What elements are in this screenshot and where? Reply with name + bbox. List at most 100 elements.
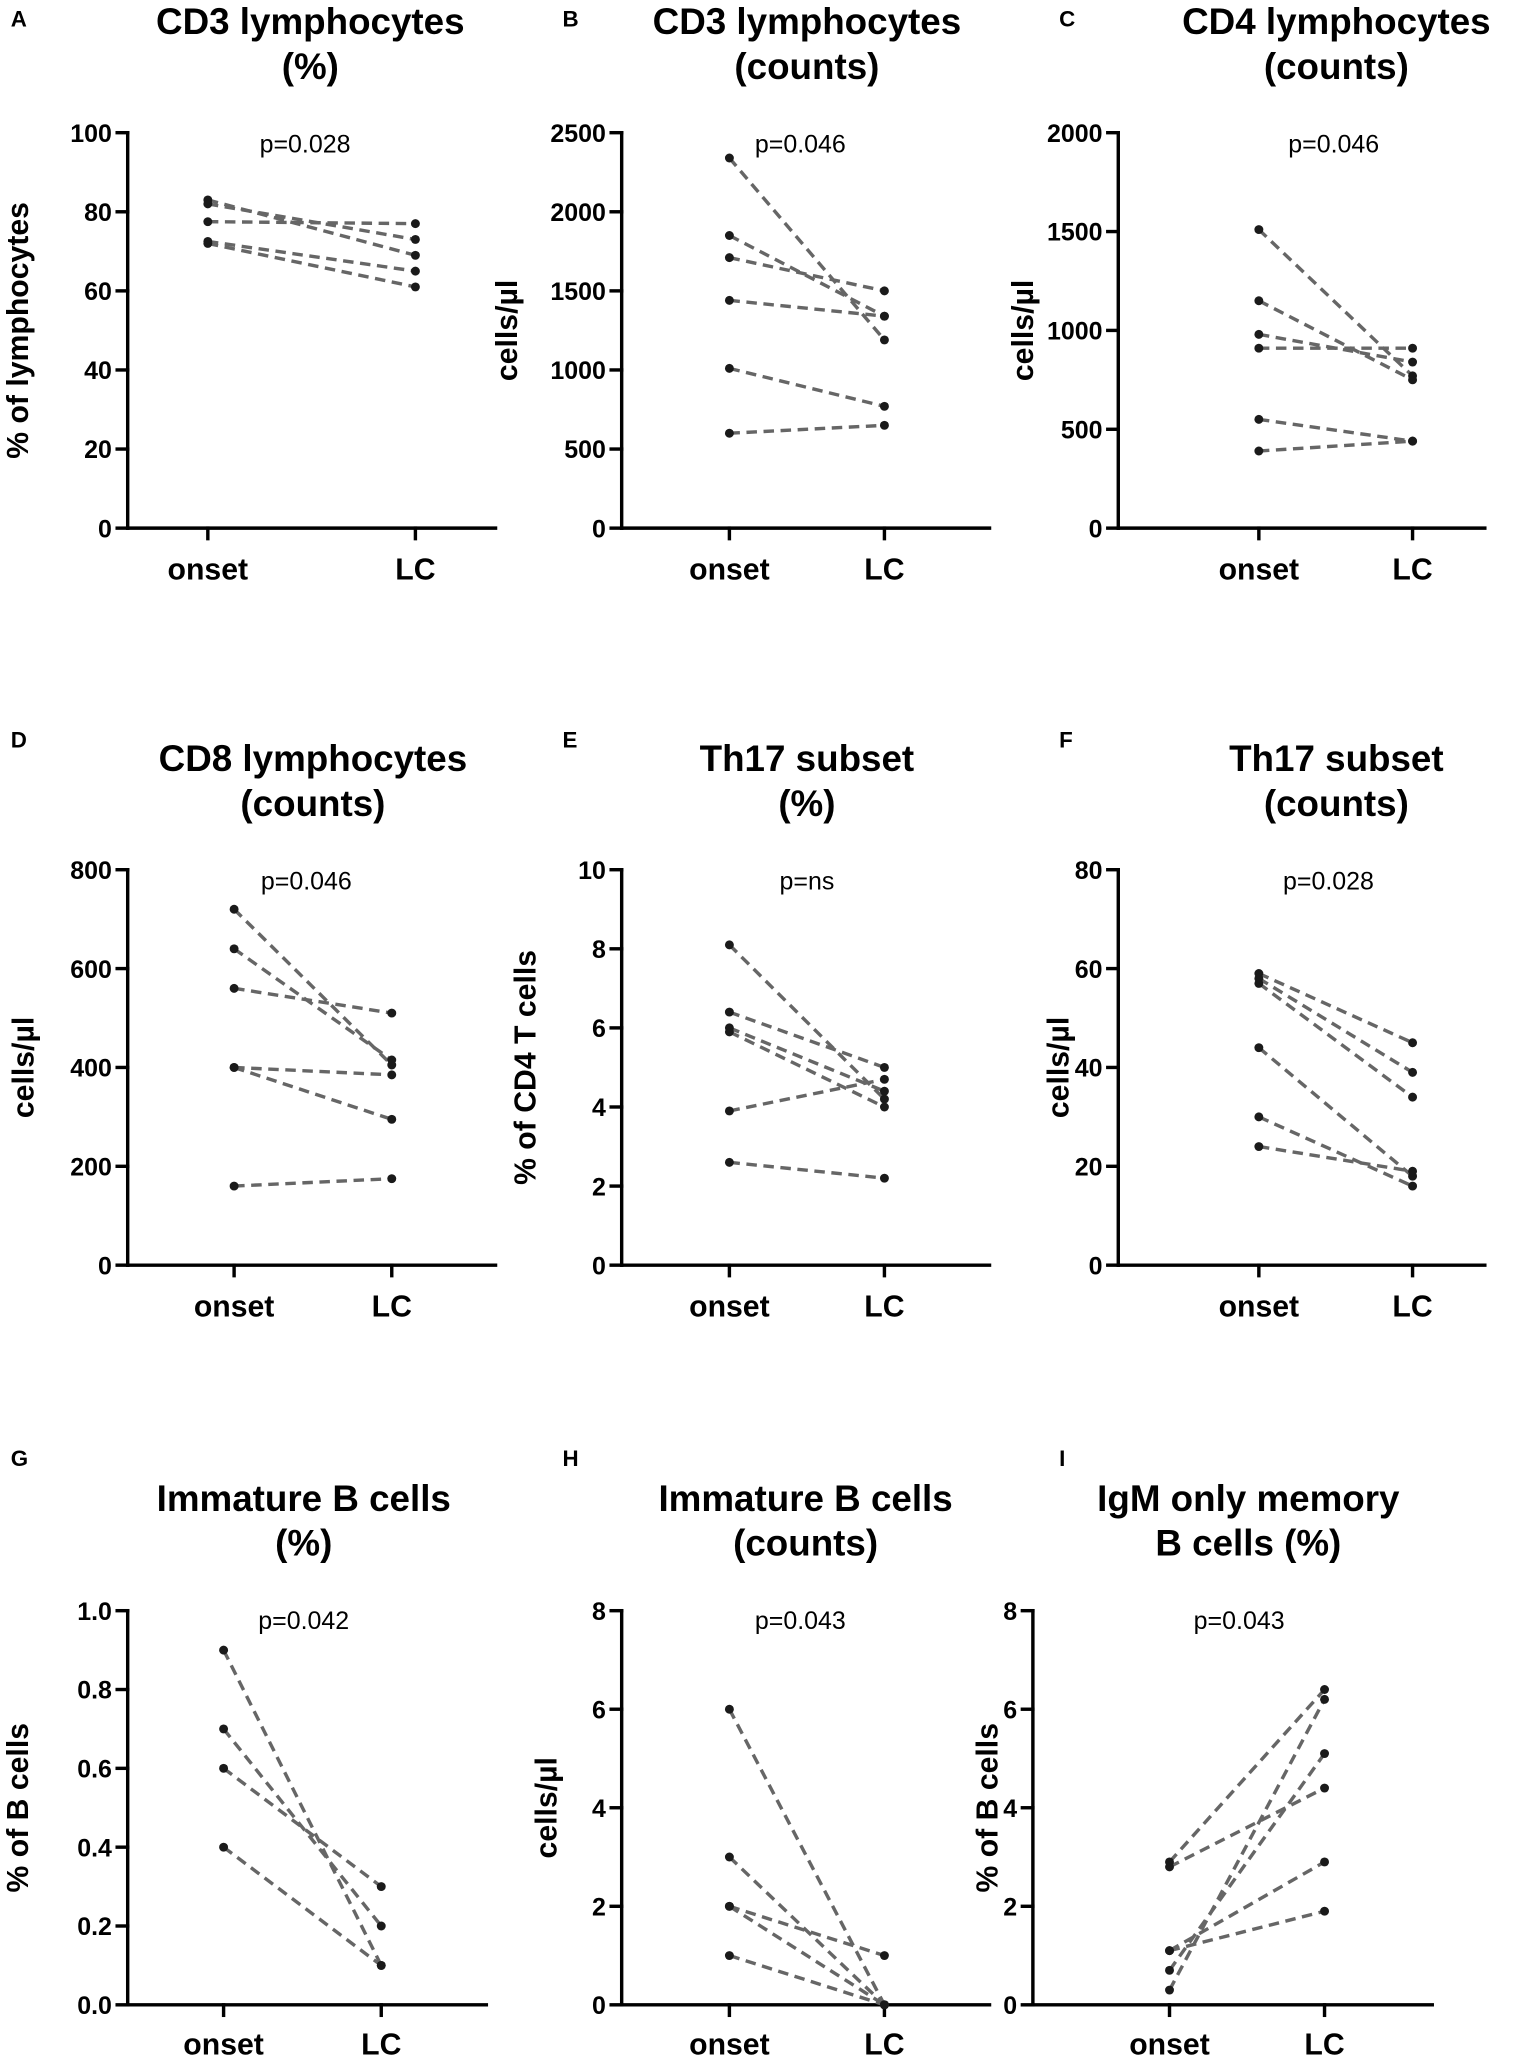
y-tick-label: 1000 (1047, 318, 1103, 346)
point-lc (376, 1921, 386, 1931)
x-tick-label: onset (168, 553, 249, 586)
chart-title-line: Th17 subset (700, 738, 915, 779)
x-tick-label: onset (1219, 553, 1300, 586)
y-tick-label: 8 (592, 1598, 606, 1626)
panel-e: E Th17 subset(%) 0 2 4 6 8 10 onset LC % of CD4 T … (509, 728, 992, 1323)
panel-h: H Immature B cells(counts) 0 2 4 6 8 onset LC cel… (530, 1446, 992, 2060)
y-tick-label: 2 (592, 1173, 606, 1201)
paired-line (728, 943, 886, 1101)
paired-line (233, 986, 393, 1015)
point-lc (410, 234, 420, 244)
point-lc (376, 1882, 386, 1892)
y-tick-label: 0.4 (77, 1834, 112, 1862)
paired-line (222, 1845, 383, 1967)
point-onset (229, 944, 239, 954)
y-axis-label: cells/µl (1043, 1017, 1076, 1118)
point-onset (724, 1106, 734, 1116)
point-onset (724, 253, 734, 263)
paired-line (222, 1727, 383, 1928)
point-lc (410, 250, 420, 260)
point-lc (1408, 357, 1418, 367)
paired-line (728, 233, 886, 318)
chart-title-line: Immature B cells (157, 1478, 451, 1519)
x-tick-label: LC (395, 553, 435, 586)
point-onset (1165, 1862, 1174, 1872)
point-onset (724, 428, 734, 438)
y-tick-label: 0 (592, 515, 606, 543)
paired-line (234, 1065, 392, 1077)
p-value-annotation: p=0.046 (1288, 130, 1379, 158)
paired-line (207, 239, 416, 273)
point-lc (410, 266, 420, 276)
y-tick-label: 500 (564, 436, 606, 464)
panel-letter: E (563, 728, 578, 753)
panel-f: F Th17 subset(counts) 0 20 40 60 80 onset LC cell… (1043, 728, 1487, 1323)
point-onset (229, 983, 239, 993)
y-tick-label: 4 (592, 1094, 606, 1122)
x-tick-label: onset (183, 2029, 264, 2060)
y-tick-label: 8 (592, 936, 606, 964)
paired-line (1258, 299, 1414, 382)
point-onset (724, 363, 734, 373)
point-onset (1254, 1043, 1264, 1053)
x-tick-label: onset (1219, 1290, 1300, 1323)
x-tick-label: onset (1129, 2029, 1210, 2060)
paired-line (1168, 1786, 1326, 1869)
y-tick-label: 40 (84, 357, 112, 385)
point-lc (1408, 343, 1418, 353)
chart-title-line: (counts) (1264, 783, 1409, 824)
x-tick-label: LC (361, 2029, 401, 2060)
y-tick-label: 60 (1075, 956, 1103, 984)
point-onset (724, 295, 734, 305)
paired-line (1169, 1909, 1325, 1953)
point-onset (229, 904, 239, 914)
point-lc (879, 401, 889, 411)
panel-letter: G (11, 1446, 28, 1471)
x-tick-label: LC (864, 2029, 904, 2060)
paired-line (728, 1855, 886, 2007)
paired-line (234, 1176, 392, 1188)
paired-line (207, 219, 416, 226)
point-onset (724, 1951, 734, 1961)
point-onset (724, 231, 734, 240)
point-onset (1254, 296, 1264, 306)
panel-b: B CD3 lymphocytes(counts) 0 500 1000 1500 2000… (491, 1, 992, 586)
point-lc (879, 1173, 889, 1183)
panel-g: G Immature B cells(%) 0.0 0.2 0.4 0.6 0.8 1.0 on… (2, 1446, 489, 2060)
paired-line (207, 241, 416, 289)
x-tick-label: LC (1392, 553, 1432, 586)
y-tick-label: 0 (1089, 515, 1103, 543)
point-onset (203, 238, 213, 248)
panel-d: D CD8 lymphocytes(counts) 0 200 400 600 800 ons… (7, 728, 498, 1323)
y-axis-label: cells/µl (1007, 280, 1040, 381)
paired-line (1258, 439, 1413, 453)
x-tick-label: LC (372, 1290, 412, 1323)
y-tick-label: 40 (1075, 1055, 1103, 1083)
paired-line (222, 1766, 383, 1888)
y-tick-label: 0 (592, 1252, 606, 1280)
chart-title-line: (counts) (1264, 46, 1409, 87)
point-onset (1254, 329, 1264, 339)
y-tick-label: 10 (578, 857, 606, 885)
paired-line (729, 255, 885, 293)
point-onset (219, 1645, 229, 1655)
y-axis-label: % of B cells (972, 1723, 1005, 1893)
point-lc (879, 420, 889, 430)
point-lc (1408, 1067, 1418, 1077)
point-lc (879, 1094, 889, 1104)
chart-title-line: CD3 lymphocytes (156, 1, 465, 42)
point-lc (1408, 375, 1418, 385)
paired-line (233, 947, 393, 1062)
panel-letter: C (1059, 6, 1075, 31)
x-tick-label: onset (689, 2029, 770, 2060)
paired-line (727, 1708, 886, 2006)
chart-title-line: CD3 lymphocytes (653, 1, 962, 42)
y-tick-label: 6 (592, 1696, 606, 1724)
point-onset (1254, 446, 1264, 456)
point-lc (879, 1086, 889, 1096)
y-tick-label: 2 (592, 1893, 606, 1921)
paired-line (729, 423, 885, 435)
y-tick-label: 800 (70, 857, 112, 885)
paired-line (728, 1904, 885, 1958)
point-lc (1320, 1783, 1330, 1793)
